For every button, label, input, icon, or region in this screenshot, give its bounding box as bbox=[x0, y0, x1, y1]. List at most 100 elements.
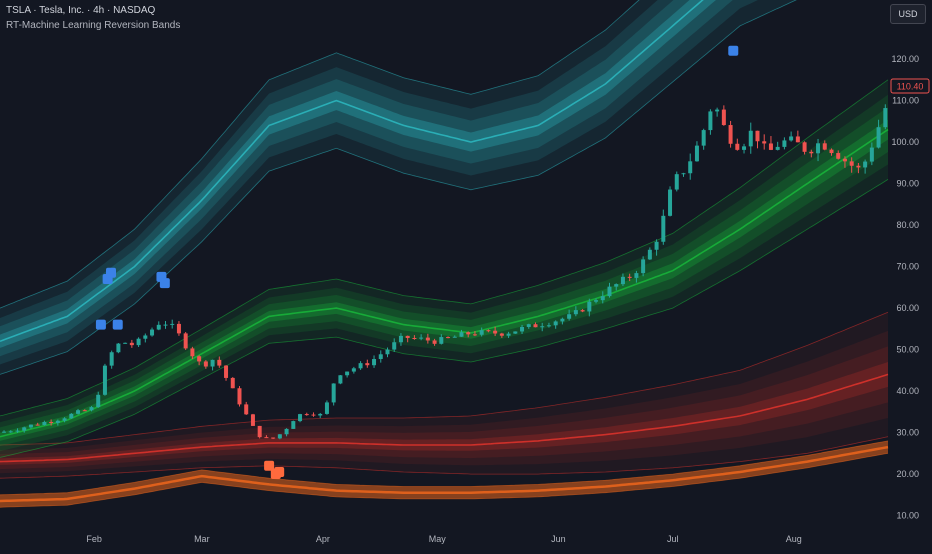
candle-body bbox=[661, 215, 666, 242]
candle-body bbox=[856, 165, 861, 168]
candle-body bbox=[298, 414, 303, 422]
y-tick-label: 70.00 bbox=[896, 262, 919, 272]
candle-body bbox=[620, 276, 625, 285]
candle-body bbox=[762, 141, 767, 144]
candlesticks bbox=[2, 104, 888, 440]
x-tick-label: Apr bbox=[316, 534, 330, 544]
candle-body bbox=[378, 354, 383, 360]
middle-band-layer bbox=[0, 119, 888, 441]
candle-body bbox=[318, 413, 323, 416]
lower-band-layer bbox=[0, 346, 888, 470]
signal-marker-high bbox=[728, 45, 739, 56]
upper-band-edge bbox=[0, 0, 640, 309]
candle-body bbox=[372, 359, 377, 366]
signal-marker-high bbox=[95, 319, 106, 330]
signal-marker-high bbox=[159, 278, 170, 289]
middle-band-layer bbox=[0, 107, 888, 446]
candle-body bbox=[102, 365, 107, 395]
lowest-band-center bbox=[0, 445, 889, 503]
lower-band-center bbox=[0, 373, 889, 463]
candle-body bbox=[822, 143, 827, 150]
candle-body bbox=[688, 161, 693, 174]
candle-body bbox=[668, 189, 673, 216]
candle-body bbox=[129, 342, 134, 346]
candle-body bbox=[452, 336, 457, 338]
lower-band-edge bbox=[0, 311, 889, 446]
candle-body bbox=[385, 349, 390, 355]
candle-body bbox=[2, 431, 7, 433]
candle-body bbox=[782, 140, 787, 147]
signal-marker-low bbox=[264, 460, 275, 471]
candle-body bbox=[560, 318, 565, 322]
candle-body bbox=[694, 145, 699, 162]
price-axis[interactable]: 10.00 20.00 30.00 40.00 50.00 60.00 70.00 80.00… bbox=[891, 54, 919, 521]
candle-body bbox=[513, 331, 518, 334]
candle-body bbox=[708, 111, 713, 131]
middle-band-edge bbox=[0, 179, 889, 458]
last-price-marker: 110.40 bbox=[890, 78, 930, 94]
candle-body bbox=[876, 127, 881, 148]
lowest-band-edge bbox=[0, 452, 889, 508]
candle-body bbox=[869, 147, 874, 162]
candle-body bbox=[721, 109, 726, 126]
candle-body bbox=[573, 310, 578, 315]
currency-button[interactable]: USD bbox=[890, 4, 926, 24]
candle-body bbox=[170, 323, 175, 325]
candle-body bbox=[775, 146, 780, 150]
candle-body bbox=[82, 410, 87, 412]
candle-body bbox=[55, 420, 60, 423]
candle-body bbox=[224, 365, 229, 378]
candle-body bbox=[425, 337, 430, 341]
candle-body bbox=[789, 136, 794, 141]
upper-band-layer bbox=[0, 0, 796, 375]
candle-body bbox=[109, 352, 114, 366]
candle-body bbox=[634, 273, 639, 278]
time-axis[interactable]: Feb Mar Apr May Jun Jul Aug bbox=[86, 534, 801, 544]
candle-body bbox=[324, 402, 329, 414]
candle-body bbox=[755, 130, 760, 142]
candle-body bbox=[392, 342, 397, 350]
candle-body bbox=[816, 143, 821, 154]
candle-body bbox=[351, 368, 356, 372]
candle-body bbox=[62, 418, 67, 421]
candle-body bbox=[183, 333, 188, 349]
x-tick-label: Aug bbox=[786, 534, 802, 544]
candle-body bbox=[358, 363, 363, 369]
candle-body bbox=[674, 174, 679, 190]
candle-body bbox=[210, 359, 215, 367]
candle-body bbox=[311, 414, 316, 416]
upper-band-layer bbox=[0, 0, 758, 365]
candle-body bbox=[28, 424, 33, 428]
candle-body bbox=[567, 314, 572, 319]
candle-body bbox=[398, 335, 403, 343]
candle-body bbox=[499, 333, 504, 336]
candle-body bbox=[197, 356, 202, 362]
candle-body bbox=[143, 335, 148, 339]
candle-body bbox=[136, 338, 141, 346]
reversion-signals bbox=[95, 45, 739, 480]
candle-body bbox=[271, 437, 276, 439]
candle-body bbox=[553, 321, 558, 326]
candle-body bbox=[883, 108, 888, 128]
candle-body bbox=[257, 425, 262, 438]
candle-body bbox=[69, 413, 74, 419]
candle-body bbox=[641, 259, 646, 274]
candle-body bbox=[338, 375, 343, 384]
candle-body bbox=[304, 414, 309, 416]
candle-body bbox=[412, 337, 417, 339]
candle-body bbox=[15, 430, 20, 432]
y-tick-label: 60.00 bbox=[896, 303, 919, 313]
candle-body bbox=[345, 371, 350, 376]
candle-body bbox=[728, 125, 733, 144]
y-tick-label: 30.00 bbox=[896, 428, 919, 438]
upper-band-edge bbox=[0, 0, 797, 375]
candle-body bbox=[49, 421, 54, 423]
middle-band-layer bbox=[0, 94, 888, 452]
candle-body bbox=[802, 142, 807, 152]
y-tick-label: 80.00 bbox=[896, 220, 919, 230]
candle-body bbox=[809, 151, 814, 154]
candle-body bbox=[587, 301, 592, 312]
